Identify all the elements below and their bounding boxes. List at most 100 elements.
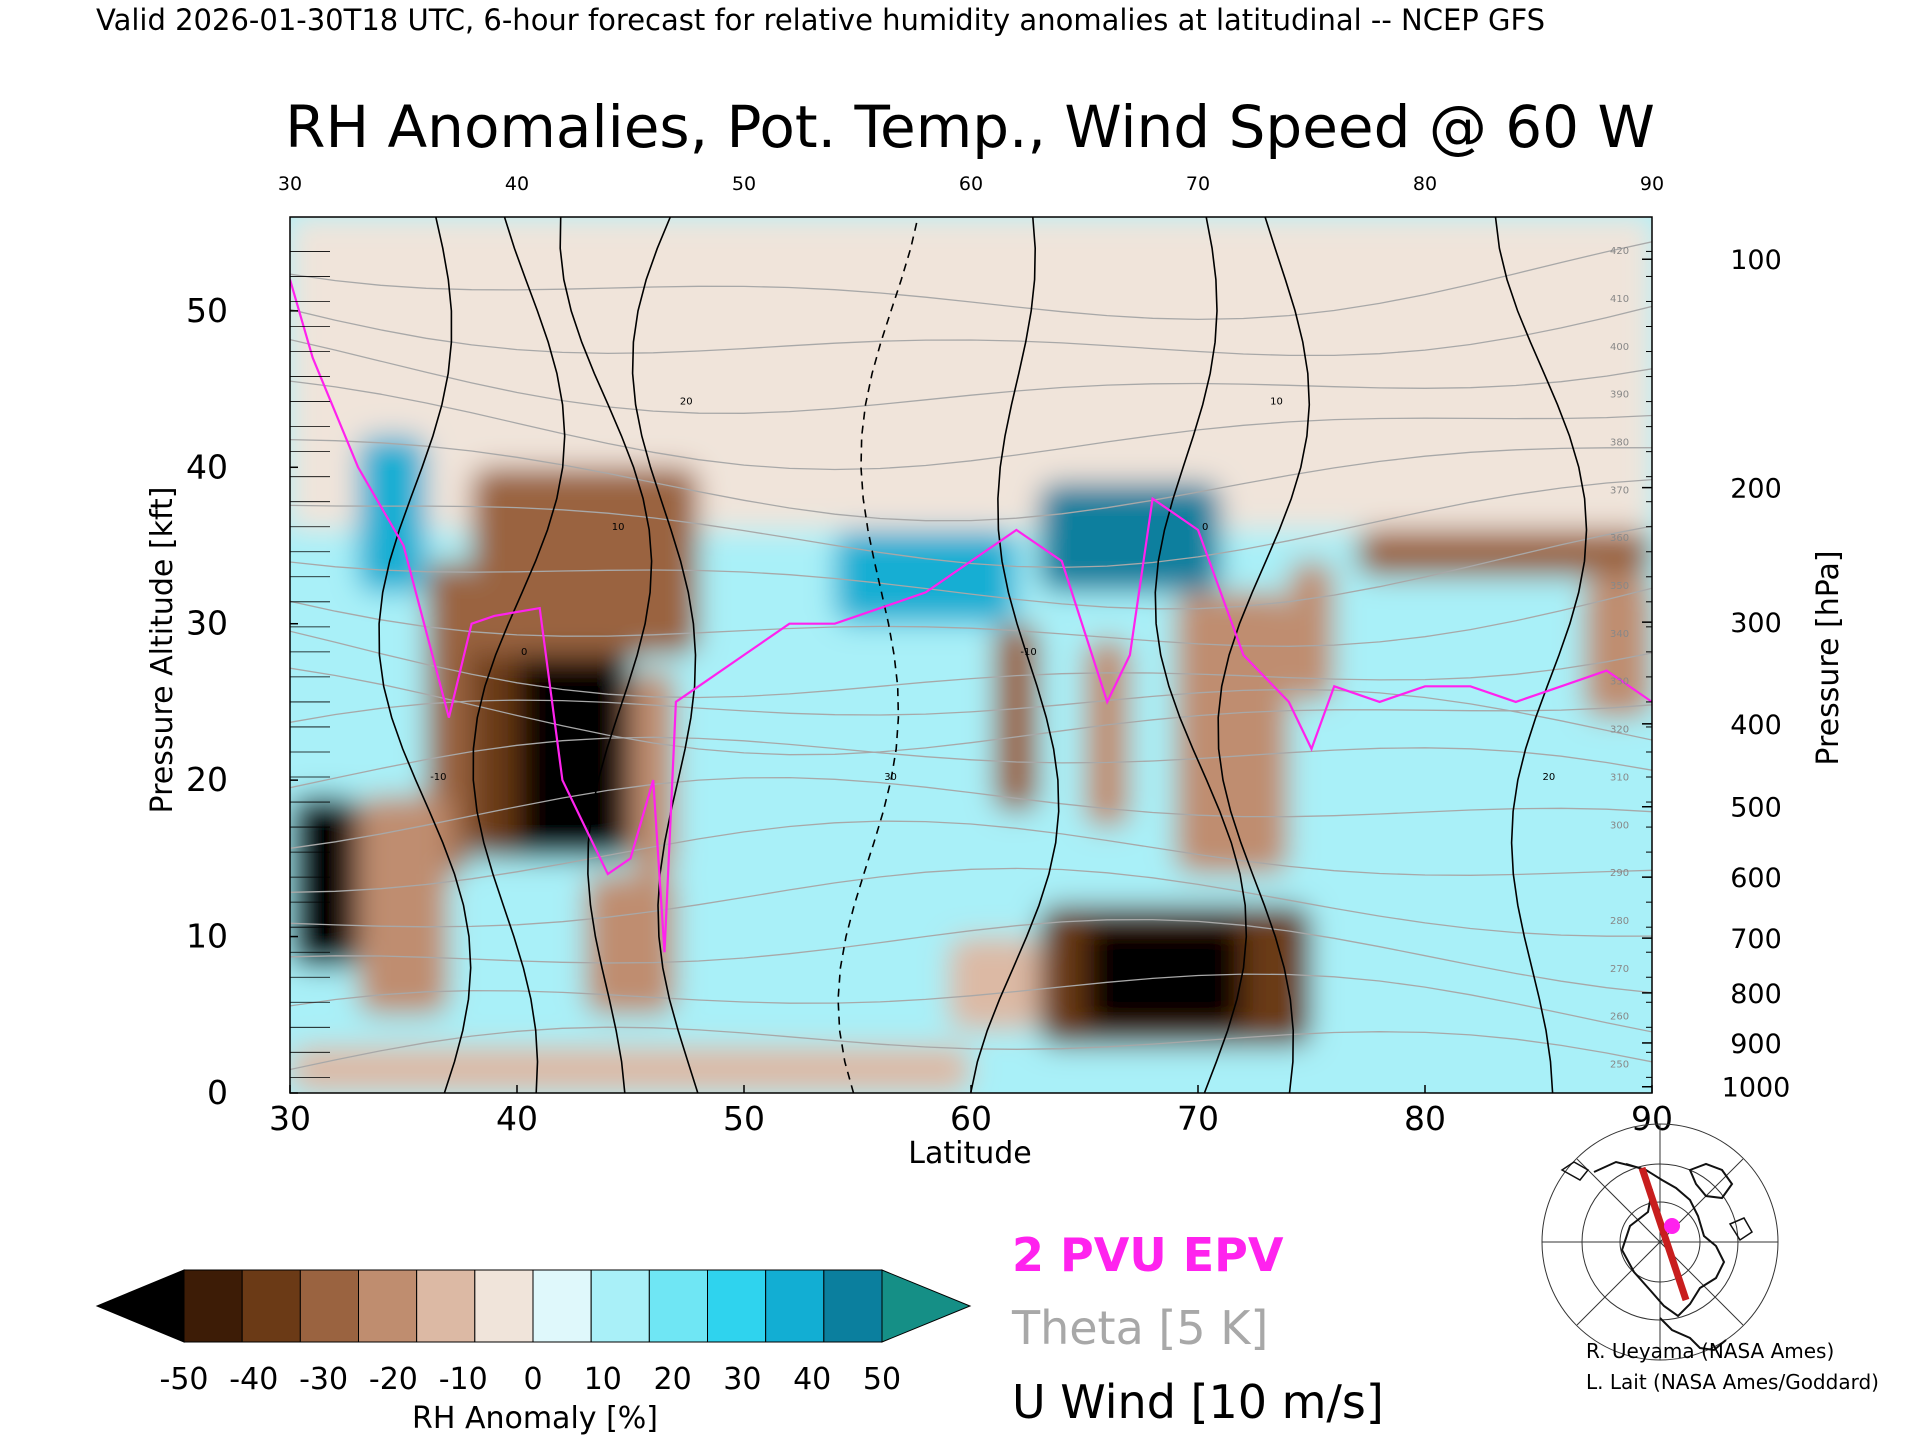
colorbar-swatch [707, 1269, 767, 1343]
u-wind-line [559, 217, 653, 1093]
theta-line [290, 867, 1652, 937]
colorbar-swatch [241, 1269, 301, 1343]
legend-u-wind: U Wind [10 m/s] [1012, 1375, 1384, 1429]
credit-2: L. Lait (NASA Ames/Goddard) [1586, 1370, 1879, 1394]
x-top-tick-label: 50 [732, 173, 756, 195]
theta-line [290, 380, 1652, 471]
contour-labels: 2502602702802903003103203303403503603703… [430, 246, 1629, 1070]
u-wind-label: 10 [612, 522, 625, 533]
theta-line [290, 241, 1652, 321]
colorbar-tick-label: 50 [863, 1362, 901, 1397]
header-text: Valid 2026-01-30T18 UTC, 6-hour forecast… [96, 3, 1545, 37]
u-wind-line [969, 217, 1060, 1093]
theta-line [290, 630, 1652, 699]
colorbar-tick-label: 0 [523, 1362, 542, 1397]
colorbar-tick-label: 10 [584, 1362, 622, 1397]
x-top-tick-label: 90 [1640, 173, 1664, 195]
legend: 2 PVU EPV Theta [5 K] U Wind [10 m/s] [1011, 1228, 1384, 1429]
rh-region [290, 795, 359, 968]
colorbar-high-arrow [881, 1269, 972, 1343]
rh-region [1084, 920, 1244, 1031]
colorbar-swatch [765, 1269, 825, 1343]
north-america-polar-map-icon [1541, 1123, 1779, 1361]
x-tick-label: 80 [1404, 1099, 1446, 1138]
theta-line [290, 338, 1652, 414]
pressure-tick-label: 100 [1730, 245, 1782, 276]
colorbar-tick-label: -20 [369, 1362, 418, 1397]
u-wind-label: 20 [1543, 772, 1556, 783]
y-ticks-left: 0 10 20 30 40 50 [186, 291, 298, 1112]
theta-label: 350 [1610, 581, 1629, 592]
cross-section-route [1638, 1166, 1690, 1302]
u-wind-line [1217, 217, 1311, 1093]
x-tick-label: 70 [1177, 1099, 1219, 1138]
pressure-tick-label: 1000 [1722, 1073, 1791, 1104]
pressure-minor-ticks [290, 250, 1652, 1078]
u-wind-label: 0 [1202, 522, 1208, 533]
rh-region [1175, 592, 1289, 874]
theta-label: 400 [1610, 342, 1629, 353]
theta-line [290, 305, 1652, 357]
rh-region [358, 795, 449, 1015]
theta-label: 250 [1610, 1060, 1629, 1071]
pressure-tick-label: 800 [1730, 979, 1782, 1010]
colorbar-swatch [823, 1269, 883, 1343]
u-wind-label: 10 [1270, 397, 1283, 408]
colorbar-swatch [416, 1269, 476, 1343]
epv-series-line [290, 279, 1652, 953]
theta-label: 410 [1610, 294, 1629, 305]
theta-label: 290 [1610, 868, 1629, 879]
x-tick-label: 50 [723, 1099, 765, 1138]
u-wind-label: 20 [680, 397, 693, 408]
colorbar-tick-label: -30 [299, 1362, 348, 1397]
x-top-tick-label: 60 [959, 173, 983, 195]
colorbar-low-arrow [95, 1269, 185, 1343]
rh-region [358, 436, 427, 593]
pressure-tick-label: 200 [1730, 474, 1782, 505]
theta-line [290, 478, 1652, 569]
theta-line [290, 1026, 1652, 1071]
theta-line [290, 688, 1652, 741]
theta-line [290, 820, 1652, 893]
x-top-tick-label: 40 [505, 173, 529, 195]
rh-region [1084, 639, 1130, 828]
u-wind-line [631, 217, 699, 1093]
theta-label: 330 [1610, 677, 1629, 688]
colorbar: -50 -40 -30 -20 -10 0 10 20 30 40 50 [95, 1269, 972, 1397]
theta-line [290, 525, 1652, 610]
theta-label: 360 [1610, 533, 1629, 544]
location-marker-icon [1664, 1218, 1680, 1234]
colorbar-swatch [299, 1269, 360, 1343]
x-top-tick-label: 70 [1186, 173, 1210, 195]
colorbar-tick-label: 20 [654, 1362, 692, 1397]
theta-line [290, 776, 1652, 849]
u-wind-line [1154, 217, 1248, 1093]
pressure-tick-label: 500 [1730, 793, 1782, 824]
theta-line [290, 736, 1652, 789]
theta-line [290, 918, 1652, 994]
colorbar-tick-label: -10 [439, 1362, 488, 1397]
credit-1: R. Ueyama (NASA Ames) [1586, 1339, 1834, 1363]
rh-region [1288, 561, 1335, 702]
epv-2pvu-line [290, 279, 1652, 953]
rh-region [585, 874, 676, 1015]
x-top-tick-label: 80 [1413, 173, 1437, 195]
rh-region [948, 936, 1040, 1031]
theta-label: 320 [1610, 725, 1629, 736]
theta-label: 280 [1610, 916, 1629, 927]
y-axis-left-label: Pressure Altitude [kft] [145, 487, 180, 814]
rh-region [290, 1046, 971, 1093]
theta-label: 380 [1610, 438, 1629, 449]
u-wind-line [378, 217, 472, 1093]
legend-theta: Theta [5 K] [1011, 1301, 1268, 1355]
colorbar-swatch [648, 1269, 708, 1343]
u-wind-line [837, 217, 919, 1093]
theta-label: 370 [1610, 485, 1629, 496]
plot-area: 2502602702802903003103203303403503603703… [186, 173, 1790, 1138]
colorbar-swatch [183, 1269, 243, 1343]
colorbar-swatch [474, 1269, 534, 1343]
colorbar-swatch [532, 1269, 592, 1343]
theta-label: 310 [1610, 772, 1629, 783]
